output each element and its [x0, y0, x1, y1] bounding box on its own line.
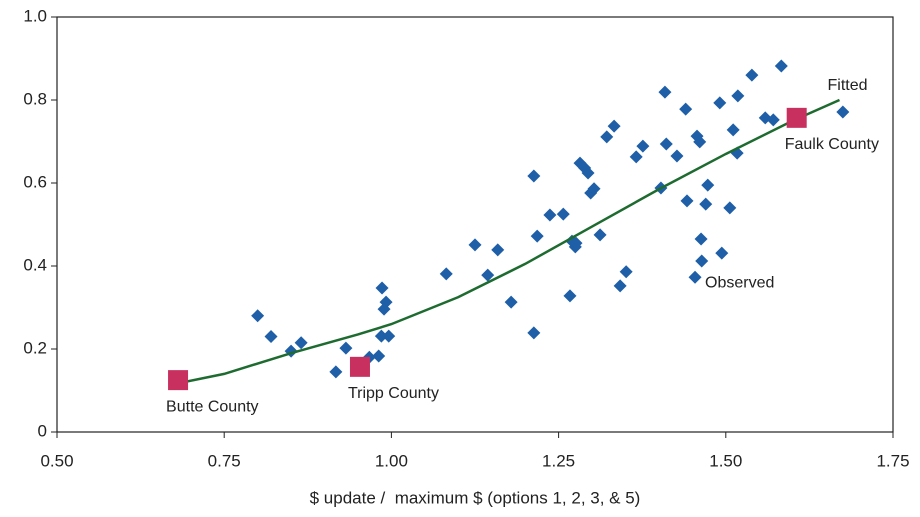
- observed-point: [695, 254, 709, 268]
- observed-point: [504, 295, 518, 309]
- x-axis-label: $ update / maximum $ (options 1, 2, 3, &…: [310, 488, 641, 507]
- x-tick-label: 1.75: [876, 451, 909, 470]
- observed-point: [629, 150, 643, 164]
- plot-frame: [56, 16, 894, 433]
- x-tick-label: 0.75: [208, 451, 241, 470]
- observed-point: [543, 208, 557, 222]
- observed-point: [527, 326, 541, 340]
- observed-point: [658, 85, 672, 99]
- observed-point: [670, 149, 684, 163]
- x-tick-label: 1.25: [542, 451, 575, 470]
- observed-point: [699, 197, 713, 211]
- y-tick-label: 0.4: [23, 255, 47, 274]
- county-label: Tripp County: [348, 385, 439, 402]
- observed-point: [377, 302, 391, 316]
- observed-point: [713, 96, 727, 110]
- observed-point: [581, 166, 595, 180]
- observed-point: [563, 289, 577, 303]
- y-tick-label: 0.2: [23, 338, 47, 357]
- observed-point: [688, 270, 702, 284]
- observed-point: [693, 135, 707, 149]
- observed-point: [593, 228, 607, 242]
- observed-point: [836, 105, 850, 119]
- observed-point: [636, 139, 650, 153]
- observed-point: [339, 341, 353, 355]
- x-tick-label: 1.50: [709, 451, 742, 470]
- observed-point: [439, 267, 453, 281]
- observed-point: [619, 265, 633, 279]
- observed-point: [382, 329, 396, 343]
- observed-point: [587, 182, 601, 196]
- observed-point: [766, 113, 780, 127]
- observed-point: [607, 119, 621, 133]
- county-label: Faulk County: [785, 136, 879, 153]
- county-label: Butte County: [166, 398, 259, 415]
- series-label: Observed: [705, 274, 774, 291]
- x-tick-label: 1.00: [375, 451, 408, 470]
- y-tick-label: 1.0: [23, 6, 47, 25]
- observed-point: [481, 268, 495, 282]
- observed-point: [556, 207, 570, 221]
- observed-point: [731, 89, 745, 103]
- observed-point: [659, 137, 673, 151]
- x-tick-label: 0.50: [40, 451, 73, 470]
- observed-point: [527, 169, 541, 183]
- observed-point: [374, 329, 388, 343]
- observed-point: [680, 194, 694, 208]
- county-point: [349, 356, 370, 377]
- y-tick-label: 0: [38, 421, 47, 440]
- observed-point: [774, 59, 788, 73]
- observed-point: [251, 309, 265, 323]
- observed-point: [569, 236, 583, 250]
- series-label: Fitted: [827, 77, 867, 94]
- observed-point: [745, 68, 759, 82]
- observed-point: [491, 243, 505, 257]
- observed-point: [468, 238, 482, 252]
- observed-point: [694, 232, 708, 246]
- observed-point: [701, 178, 715, 192]
- observed-point: [329, 365, 343, 379]
- observed-point: [726, 123, 740, 137]
- observed-point: [530, 229, 544, 243]
- observed-point: [372, 349, 386, 363]
- observed-point: [294, 336, 308, 350]
- observed-point: [613, 279, 627, 293]
- county-point: [786, 107, 807, 128]
- fitted-line: [177, 98, 841, 385]
- observed-point: [715, 246, 729, 260]
- observed-point: [723, 201, 737, 215]
- observed-point: [375, 281, 389, 295]
- observed-point: [679, 102, 693, 116]
- y-tick-label: 0.6: [23, 172, 47, 191]
- y-tick-label: 0.8: [23, 89, 47, 108]
- county-point: [168, 370, 189, 391]
- observed-point: [600, 130, 614, 144]
- observed-point: [264, 330, 278, 344]
